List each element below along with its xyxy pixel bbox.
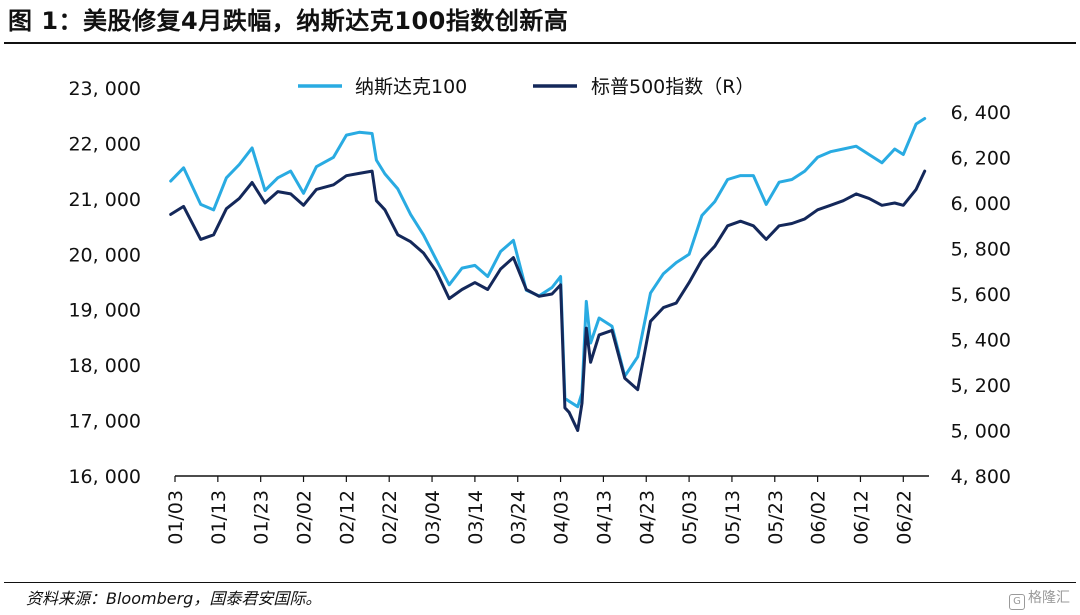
x-tick-label: 05/13: [722, 490, 744, 545]
watermark-icon: G: [1009, 594, 1025, 610]
x-tick-label: 02/22: [379, 490, 401, 545]
y-right-tick-label: 5, 000: [951, 421, 1011, 443]
x-tick-label: 01/13: [208, 490, 230, 545]
x-tick-label: 03/24: [508, 490, 530, 545]
x-tick-label: 01/03: [165, 490, 187, 545]
legend-sp500-label: 标普500指数（R）: [591, 76, 754, 98]
series-layer: [169, 117, 927, 432]
y-right-tick-label: 6, 200: [951, 148, 1011, 170]
y-left-tick-label: 19, 000: [68, 300, 141, 322]
footer-rule: [4, 582, 1076, 583]
x-tick-label: 02/12: [336, 490, 358, 545]
x-tick-label: 06/02: [808, 490, 830, 545]
legend-nasdaq-label: 纳斯达克100: [355, 76, 467, 98]
x-tick-label: 05/23: [765, 490, 787, 545]
y-right-tick-label: 6, 000: [951, 193, 1011, 215]
x-tick-label: 02/02: [294, 490, 316, 545]
sp500-series-line: [169, 169, 927, 432]
y-right-tick-label: 4, 800: [951, 466, 1011, 488]
y-left-tick-label: 21, 000: [68, 189, 141, 211]
y-left-tick-label: 16, 000: [68, 466, 141, 488]
watermark: G 格隆汇: [1009, 587, 1070, 610]
nasdaq-100-series-line: [169, 117, 927, 409]
x-tick-label: 05/03: [679, 490, 701, 545]
legend: 纳斯达克100 标普500指数（R）: [298, 76, 754, 98]
y-left-tick-label: 18, 000: [68, 355, 141, 377]
x-tick-label: 04/23: [636, 490, 658, 545]
x-tick-label: 03/14: [465, 490, 487, 545]
chart: 01/03 01/13 01/23 02/02 02/12 02/22 03/04 03/14…: [68, 76, 1011, 545]
y-right-tick-label: 6, 400: [951, 102, 1011, 124]
y-right-tick-label: 5, 800: [951, 239, 1011, 261]
y-right-tick-label: 5, 200: [951, 375, 1011, 397]
x-tick-label: 01/23: [251, 490, 273, 545]
x-tick-label: 04/03: [551, 490, 573, 545]
y-left-tick-label: 22, 000: [68, 133, 141, 155]
source-note: 资料来源：Bloomberg，国泰君安国际。: [26, 589, 322, 608]
y-right-tick-label: 5, 400: [951, 330, 1011, 352]
y-left-tick-label: 17, 000: [68, 411, 141, 433]
watermark-text: 格隆汇: [1028, 590, 1070, 606]
axes-layer: 01/03 01/13 01/23 02/02 02/12 02/22 03/04 03/14…: [68, 78, 1011, 545]
x-tick-label: 04/13: [593, 490, 615, 545]
y-left-tick-label: 20, 000: [68, 244, 141, 266]
x-tick-label: 06/22: [893, 490, 915, 545]
y-left-tick-label: 23, 000: [68, 78, 141, 100]
chart-title: 图 1：美股修复4月跌幅，纳斯达克100指数创新高: [8, 7, 569, 35]
x-tick-label: 03/04: [422, 490, 444, 545]
title-rule: [4, 42, 1076, 44]
x-tick-label: 06/12: [850, 490, 872, 545]
y-right-tick-label: 5, 600: [951, 284, 1011, 306]
